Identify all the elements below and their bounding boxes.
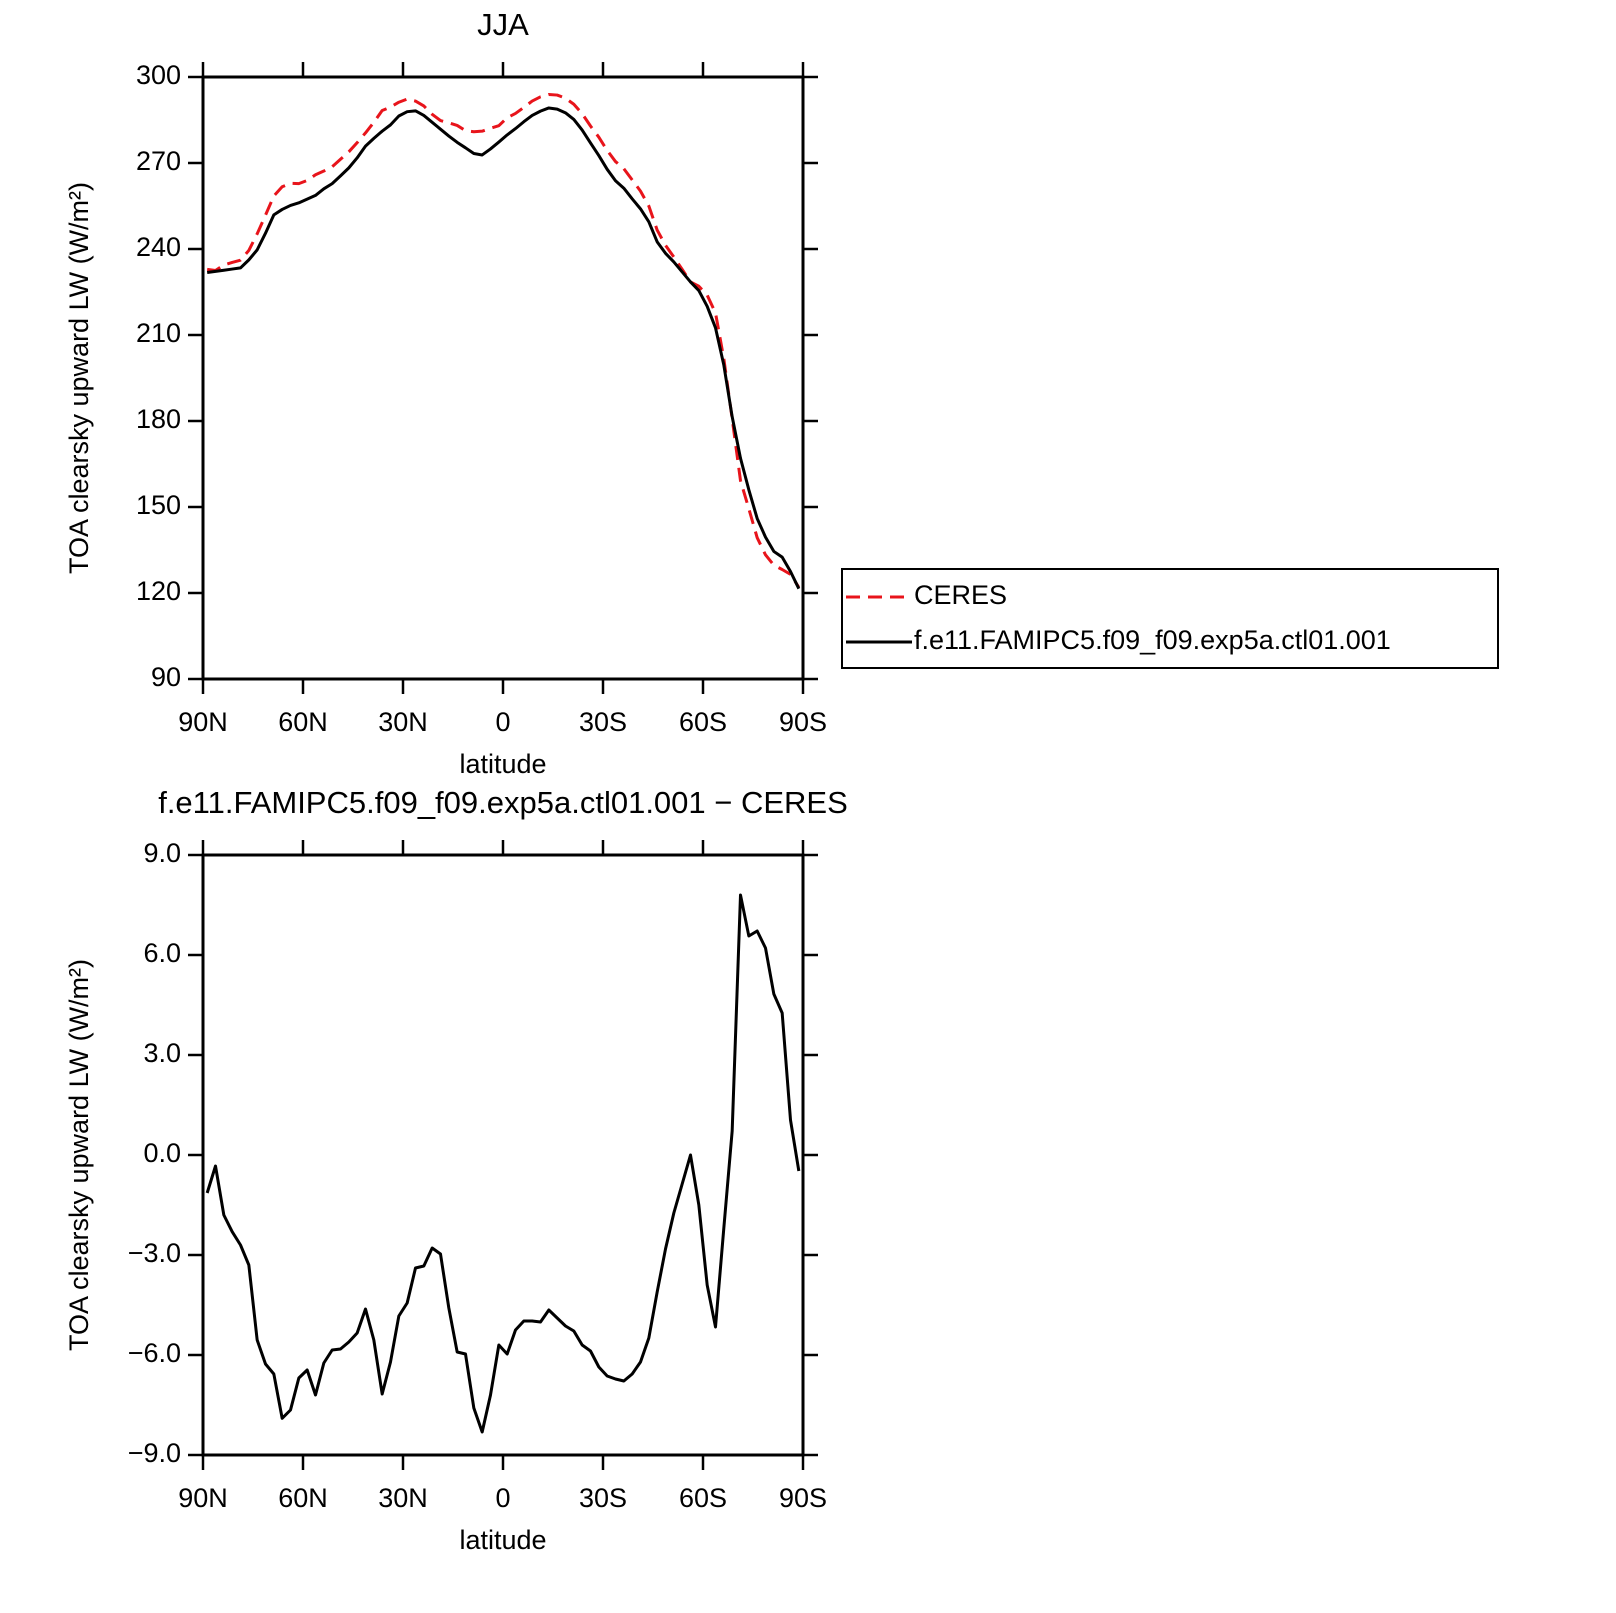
y-tick-label: 150 [136,490,181,520]
legend-label: CERES [914,580,1007,610]
y-axis-label: TOA clearsky upward LW (W/m²) [64,959,94,1351]
data-line [206,106,801,590]
x-tick-label: 90S [779,707,827,737]
y-tick-label: 270 [136,146,181,176]
y-tick-label: −6.0 [128,1338,181,1368]
x-tick-label: 30N [378,707,428,737]
y-tick-label: −3.0 [128,1238,181,1268]
y-tick-label: −9.0 [128,1438,181,1468]
x-tick-label: 0 [495,707,510,737]
x-axis-label: latitude [459,1525,546,1555]
chart-title: f.e11.FAMIPC5.f09_f09.exp5a.ctl01.001 − … [158,785,848,820]
y-tick-label: 210 [136,318,181,348]
y-axis-label: TOA clearsky upward LW (W/m²) [64,182,94,574]
y-tick-label: 120 [136,576,181,606]
x-tick-label: 30N [378,1483,428,1513]
plot-frame [201,75,805,681]
x-axis-label: latitude [459,749,546,779]
data-line [206,92,801,589]
y-tick-label: 240 [136,232,181,262]
y-tick-label: 9.0 [143,838,181,868]
x-tick-label: 90N [178,1483,228,1513]
x-tick-label: 0 [495,1483,510,1513]
y-tick-label: 300 [136,60,181,90]
data-line [205,893,801,1434]
x-tick-label: 60N [278,707,328,737]
chart-title: JJA [477,7,529,42]
y-tick-label: 3.0 [143,1038,181,1068]
x-tick-label: 60S [679,707,727,737]
x-tick-label: 30S [579,1483,627,1513]
y-tick-label: 6.0 [143,938,181,968]
x-tick-label: 90S [779,1483,827,1513]
x-tick-label: 30S [579,707,627,737]
legend-box [841,568,1499,669]
y-tick-label: 180 [136,404,181,434]
legend-label: f.e11.FAMIPC5.f09_f09.exp5a.ctl01.001 [914,625,1391,655]
x-tick-label: 60N [278,1483,328,1513]
plot-frame [201,853,805,1457]
y-tick-label: 90 [151,662,181,692]
x-tick-label: 90N [178,707,228,737]
y-tick-label: 0.0 [143,1138,181,1168]
x-tick-label: 60S [679,1483,727,1513]
